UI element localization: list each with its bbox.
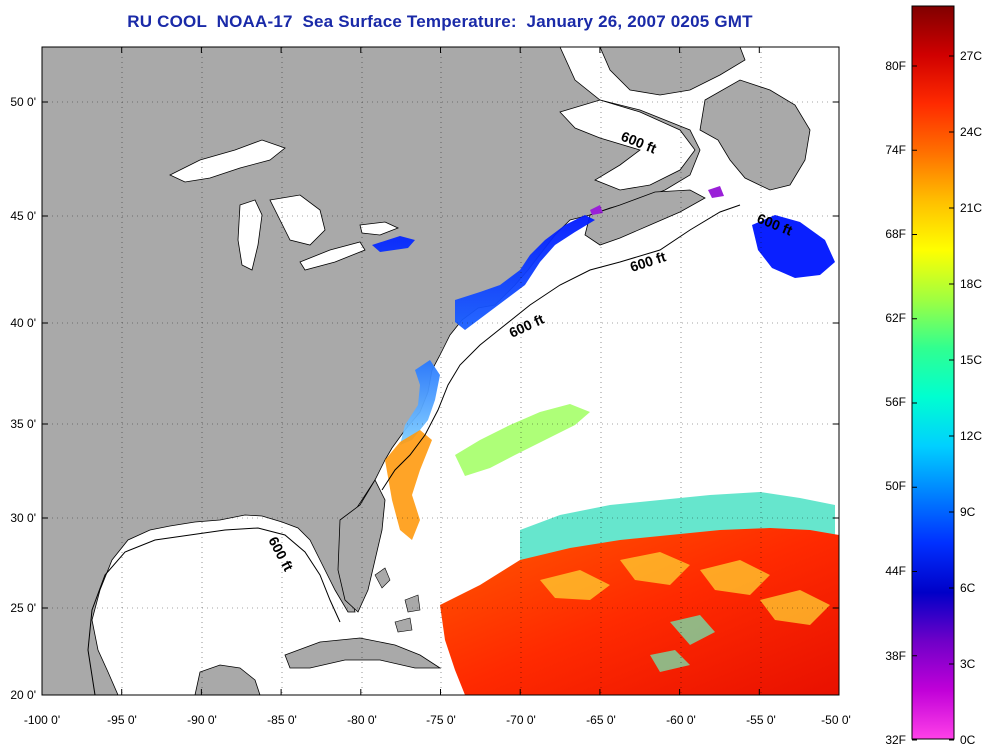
land-florida [337, 479, 386, 613]
colorbar-f-label: 56F [885, 395, 906, 409]
sst-mid-band [455, 404, 590, 476]
colorbar-c-label: 18C [960, 277, 982, 291]
colorbar-c-label: 24C [960, 125, 982, 139]
colorbar-f-label: 80F [885, 59, 906, 73]
sst-coastal-cold [372, 215, 595, 445]
latitude-labels: 50 0' 45 0' 40 0' 35 0' 30 0' 25 0' 20 0… [10, 95, 36, 702]
sst-gulf-stream-edge [385, 430, 432, 540]
colorbar-c-label: 3C [960, 657, 976, 671]
sst-cool-patches [650, 615, 715, 672]
lat-label: 25 0' [10, 601, 36, 615]
land-newfoundland [699, 79, 811, 191]
land-yucatan [194, 664, 261, 695]
lake-ontario [359, 221, 400, 236]
lon-label: -50 0' [821, 713, 851, 727]
map-title: RU COOL NOAA-17 Sea Surface Temperature:… [127, 12, 753, 31]
colorbar-c-label: 9C [960, 505, 976, 519]
lat-label: 20 0' [10, 688, 36, 702]
gulf-of-st-lawrence [559, 99, 696, 191]
colorbar-gradient [911, 5, 955, 740]
colorbar-c-label: 21C [960, 201, 982, 215]
colorbar-c-label: 15C [960, 353, 982, 367]
map-frame: 600 ft 600 ft 600 ft 600 ft 600 ft [42, 47, 839, 695]
lake-superior [169, 139, 286, 183]
lon-label: -80 0' [347, 713, 377, 727]
graticule [42, 47, 839, 695]
colorbar-celsius-labels: 27C 24C 21C 18C 15C 12C 9C 6C 3C 0C [960, 49, 982, 747]
lake-michigan [237, 199, 263, 271]
lon-label: -100 0' [24, 713, 60, 727]
lon-label: -85 0' [267, 713, 297, 727]
colorbar-c-label: 0C [960, 733, 976, 747]
land-cuba [284, 637, 442, 669]
lon-label: -75 0' [426, 713, 456, 727]
axis-ticks [41, 47, 840, 696]
colorbar: 80F 74F 68F 62F 56F 50F 44F 38F 32F 27C … [885, 5, 982, 747]
sst-cold-patch-east [752, 215, 835, 278]
lat-label: 40 0' [10, 316, 36, 330]
colorbar-f-label: 68F [885, 227, 906, 241]
colorbar-c-label: 6C [960, 581, 976, 595]
contour-600ft-gulf [87, 527, 341, 695]
colorbar-c-label: 12C [960, 429, 982, 443]
lon-label: -95 0' [107, 713, 137, 727]
lat-label: 50 0' [10, 95, 36, 109]
lon-label: -65 0' [586, 713, 616, 727]
lon-label: -55 0' [746, 713, 776, 727]
colorbar-ticks [912, 55, 954, 741]
colorbar-f-label: 32F [885, 733, 906, 747]
colorbar-fahrenheit-labels: 80F 74F 68F 62F 56F 50F 44F 38F 32F [885, 59, 906, 747]
land-nova-scotia [584, 189, 706, 246]
lon-label: -70 0' [506, 713, 536, 727]
colorbar-c-label: 27C [960, 49, 982, 63]
sst-warm-highlights [540, 552, 830, 625]
lat-label: 45 0' [10, 209, 36, 223]
lon-label: -90 0' [187, 713, 217, 727]
contour-600ft-atlantic [381, 204, 741, 491]
colorbar-f-label: 38F [885, 649, 906, 663]
lake-erie [299, 241, 366, 271]
colorbar-f-label: 44F [885, 564, 906, 578]
colorbar-f-label: 50F [885, 479, 906, 493]
land-labrador [599, 47, 746, 96]
lat-label: 30 0' [10, 511, 36, 525]
lon-label: -60 0' [666, 713, 696, 727]
longitude-labels: -100 0' -95 0' -90 0' -85 0' -80 0' -75 … [24, 713, 851, 727]
lake-huron [269, 194, 326, 246]
colorbar-f-label: 74F [885, 143, 906, 157]
colorbar-f-label: 62F [885, 311, 906, 325]
land-bahamas [374, 567, 421, 633]
lat-label: 35 0' [10, 417, 36, 431]
